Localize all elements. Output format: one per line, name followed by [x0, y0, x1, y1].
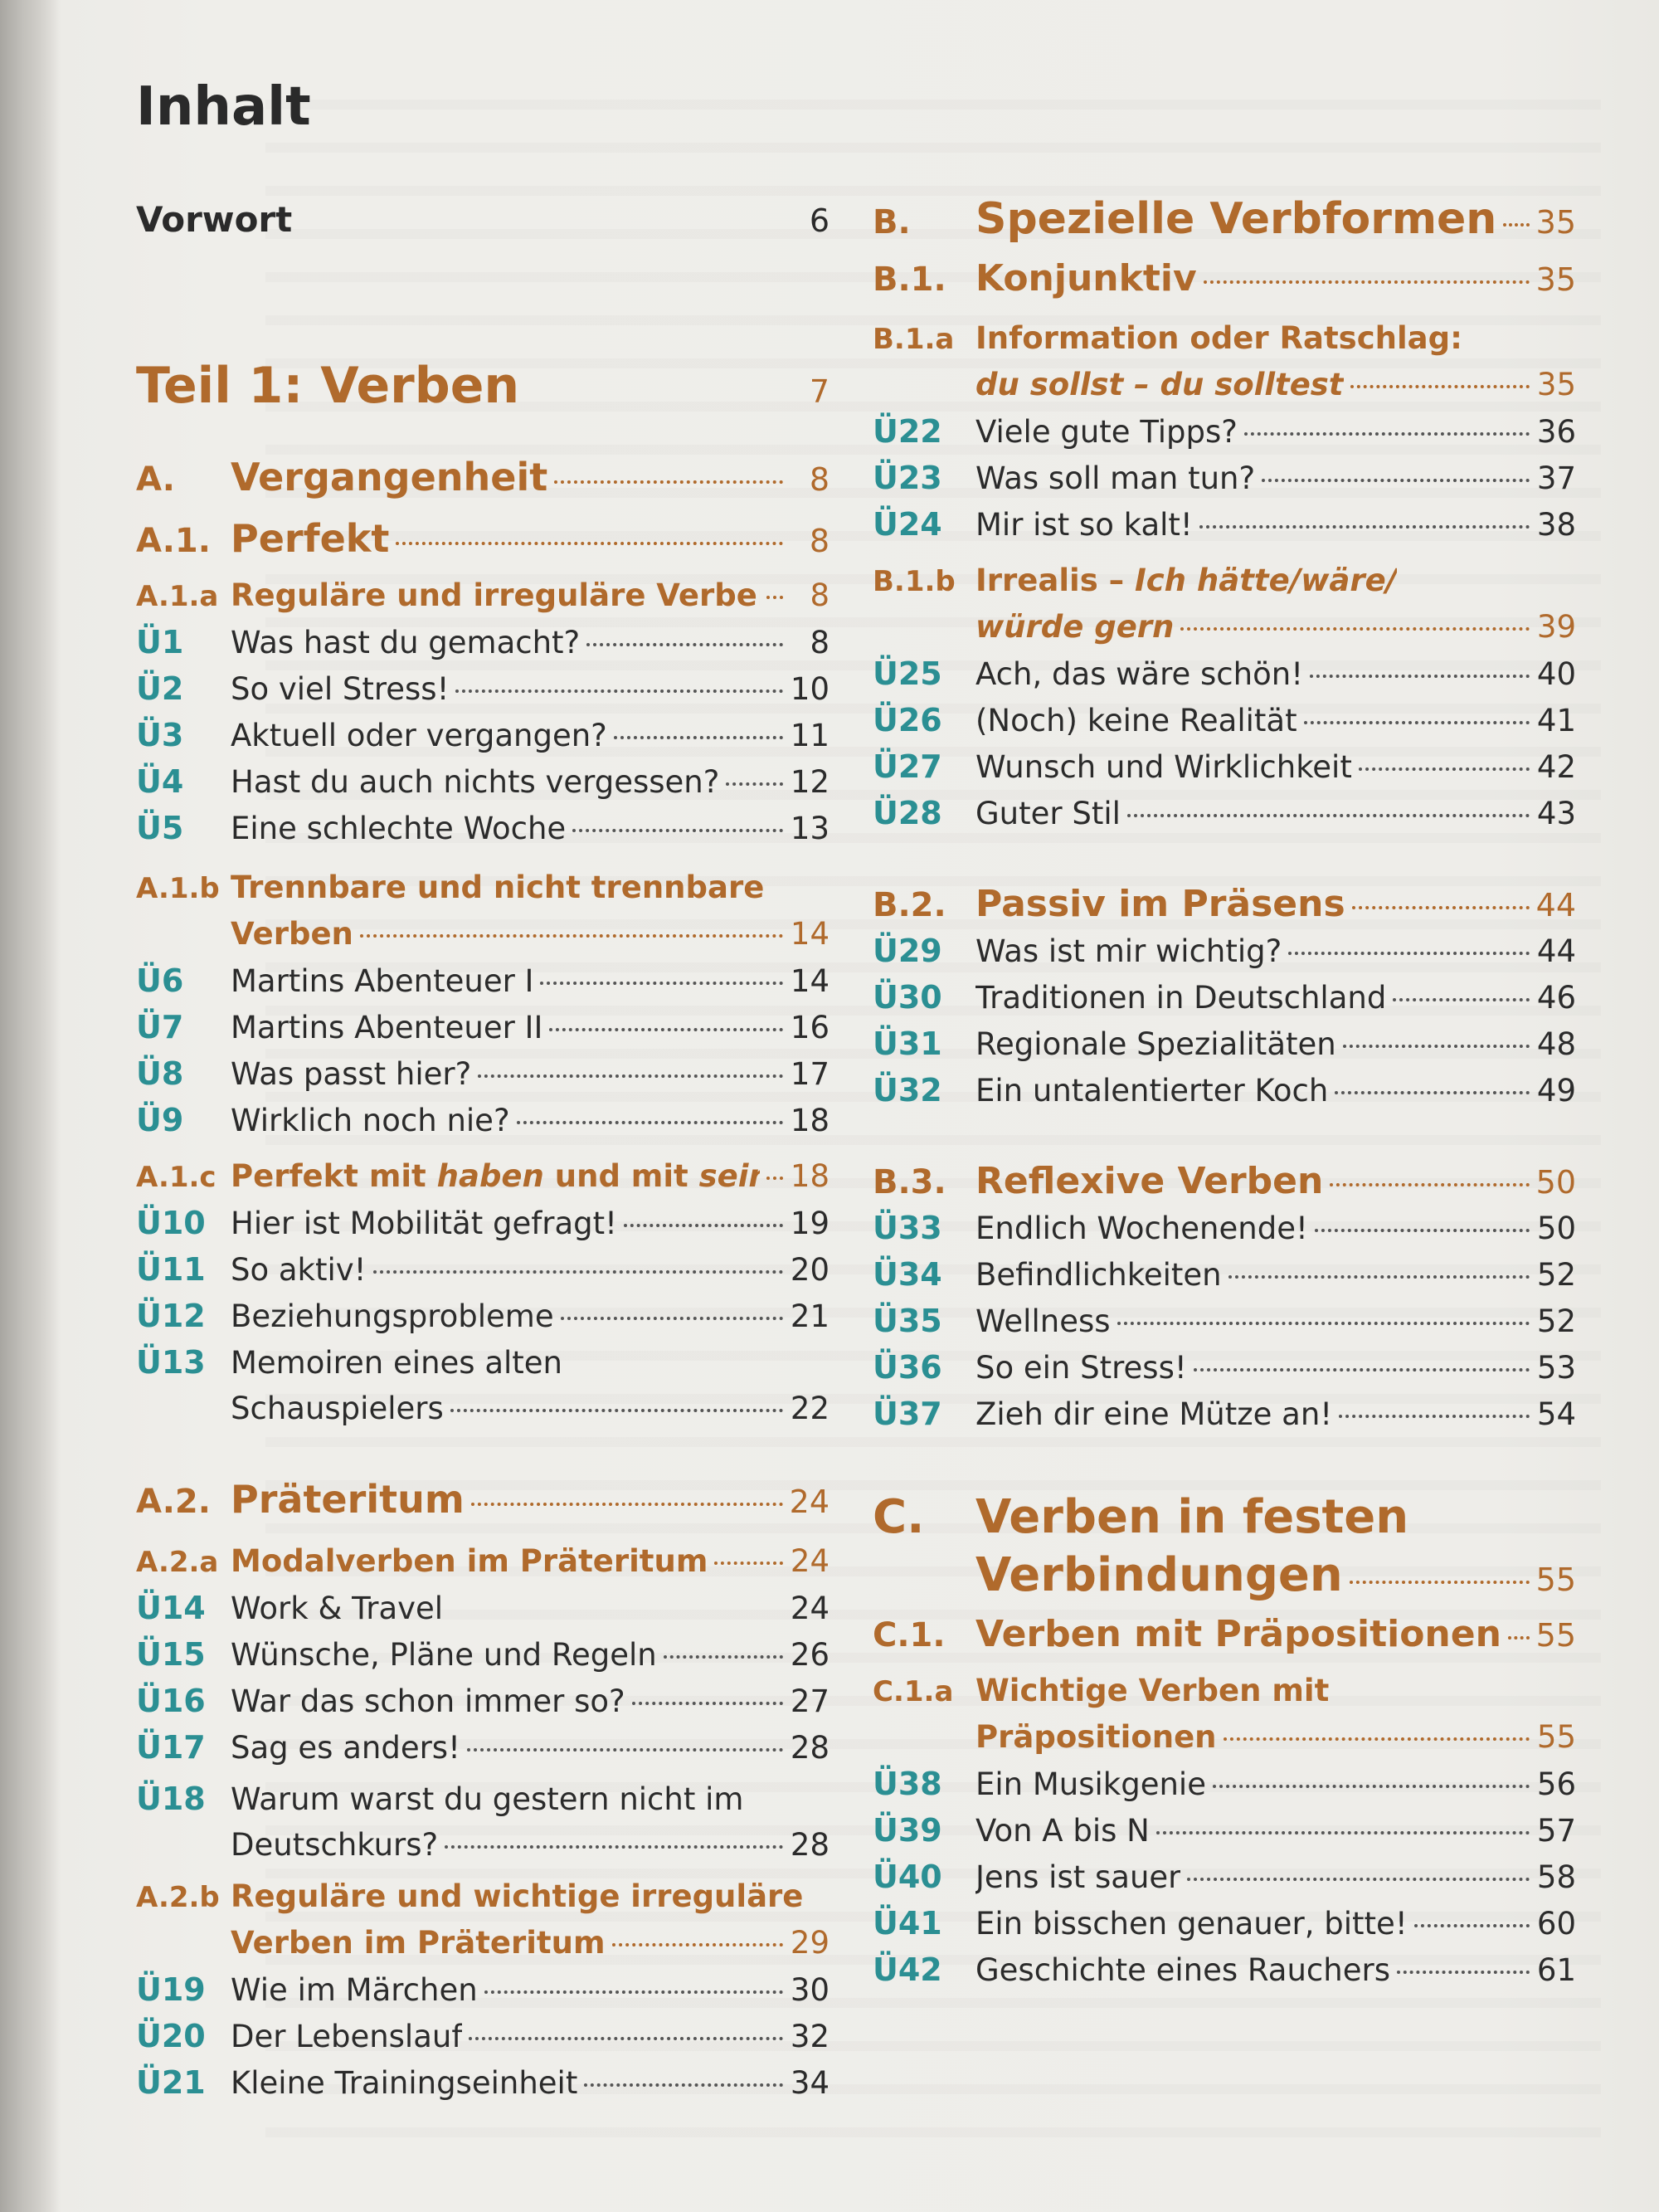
- toc-section-C: C. Verben in festen: [873, 1490, 1409, 1544]
- toc-subsection-A1a: A.1.a Reguläre und irreguläre Verben 8: [136, 577, 830, 613]
- toc-subsection-A2b: A.2.b Reguläre und wichtige irreguläre: [136, 1878, 804, 1914]
- toc-exercise-31: Ü31 Regionale Spezialitäten 48: [873, 1026, 1576, 1062]
- toc-exercise-21: Ü21 Kleine Trainingseinheit 34: [136, 2064, 830, 2101]
- toc-exercise-39: Ü39 Von A bis N 57: [873, 1812, 1576, 1849]
- toc-exercise-11: Ü11 So aktiv! 20: [136, 1251, 830, 1288]
- toc-subsection-B1a-cont: du sollst – du solltest 35: [975, 367, 1576, 402]
- toc-subsection-A1b-cont: Verben 14: [231, 916, 830, 952]
- toc-section-B1: B.1. Konjunktiv 35: [873, 257, 1576, 300]
- toc-exercise-29: Ü29 Was ist mir wichtig? 44: [873, 933, 1576, 969]
- toc-exercise-22: Ü22 Viele gute Tipps? 36: [873, 413, 1576, 450]
- toc-exercise-32: Ü32 Ein untalentierter Koch 49: [873, 1072, 1576, 1108]
- toc-exercise-33: Ü33 Endlich Wochenende! 50: [873, 1210, 1576, 1246]
- toc-exercise-7: Ü7 Martins Abenteuer II 16: [136, 1009, 830, 1045]
- show-through-texture: [265, 66, 1601, 2146]
- toc-exercise-42: Ü42 Geschichte eines Rauchers 61: [873, 1951, 1576, 1988]
- toc-subsection-B1b-cont: würde gern 39: [975, 609, 1576, 645]
- toc-exercise-34: Ü34 Befindlichkeiten 52: [873, 1256, 1576, 1293]
- toc-exercise-28: Ü28 Guter Stil 43: [873, 795, 1576, 831]
- book-spine-shadow: [0, 0, 60, 2212]
- toc-section-B: B. Spezielle Verbformen 35: [873, 194, 1576, 244]
- toc-exercise-26: Ü26 (Noch) keine Realität 41: [873, 702, 1576, 738]
- toc-entry-teil-1: Teil 1: Verben 7: [136, 357, 830, 415]
- toc-subsection-A1c: A.1.c Perfekt mit haben und mit sein 18: [136, 1158, 830, 1194]
- toc-exercise-41: Ü41 Ein bisschen genauer, bitte! 60: [873, 1905, 1576, 1942]
- toc-exercise-18-cont: Deutschkurs? 28: [231, 1827, 830, 1863]
- toc-exercise-27: Ü27 Wunsch und Wirklichkeit 42: [873, 748, 1576, 785]
- toc-section-C1: C.1. Verben mit Präpositionen 55: [873, 1613, 1576, 1655]
- toc-exercise-18: Ü18 Warum warst du gestern nicht im: [136, 1781, 744, 1817]
- toc-section-A1: A.1. Perfekt 8: [136, 516, 830, 561]
- toc-exercise-25: Ü25 Ach, das wäre schön! 40: [873, 655, 1576, 692]
- toc-exercise-36: Ü36 So ein Stress! 53: [873, 1349, 1576, 1386]
- toc-exercise-40: Ü40 Jens ist sauer 58: [873, 1859, 1576, 1895]
- toc-exercise-15: Ü15 Wünsche, Pläne und Regeln 26: [136, 1636, 830, 1673]
- toc-exercise-38: Ü38 Ein Musikgenie 56: [873, 1766, 1576, 1802]
- toc-exercise-3: Ü3 Aktuell oder vergangen? 11: [136, 717, 830, 753]
- toc-exercise-13: Ü13 Memoiren eines alten: [136, 1344, 562, 1381]
- toc-subsection-B1b: B.1.b Irrealis – Ich hätte/wäre/: [873, 563, 1398, 598]
- toc-exercise-35: Ü35 Wellness 52: [873, 1303, 1576, 1339]
- toc-exercise-20: Ü20 Der Lebenslauf 32: [136, 2018, 830, 2054]
- toc-subsection-C1a: C.1.a Wichtige Verben mit: [873, 1673, 1330, 1708]
- toc-exercise-5: Ü5 Eine schlechte Woche 13: [136, 810, 830, 846]
- toc-exercise-30: Ü30 Traditionen in Deutschland 46: [873, 979, 1576, 1016]
- toc-subsection-A2a: A.2.a Modalverben im Präteritum 24: [136, 1543, 830, 1579]
- toc-exercise-8: Ü8 Was passt hier? 17: [136, 1055, 830, 1092]
- toc-exercise-4: Ü4 Hast du auch nichts vergessen? 12: [136, 763, 830, 800]
- page-title: Inhalt: [136, 76, 311, 138]
- toc-section-A2: A.2. Präteritum 24: [136, 1477, 830, 1522]
- toc-subsection-B1a: B.1.a Information oder Ratschlag:: [873, 320, 1462, 356]
- toc-exercise-23: Ü23 Was soll man tun? 37: [873, 460, 1576, 496]
- toc-exercise-2: Ü2 So viel Stress! 10: [136, 670, 830, 707]
- toc-section-A: A. Vergangenheit 8: [136, 455, 830, 499]
- toc-exercise-9: Ü9 Wirklich noch nie? 18: [136, 1102, 830, 1138]
- toc-exercise-6: Ü6 Martins Abenteuer I 14: [136, 962, 830, 999]
- toc-exercise-37: Ü37 Zieh dir eine Mütze an! 54: [873, 1396, 1576, 1432]
- toc-exercise-10: Ü10 Hier ist Mobilität gefragt! 19: [136, 1205, 830, 1241]
- toc-exercise-19: Ü19 Wie im Märchen 30: [136, 1971, 830, 2008]
- toc-section-C-cont: Verbindungen 55: [975, 1548, 1576, 1602]
- toc-subsection-A2b-cont: Verben im Präteritum 29: [231, 1925, 830, 1961]
- toc-section-B2: B.2. Passiv im Präsens 44: [873, 883, 1576, 925]
- toc-entry-vorwort: Vorwort 6: [136, 199, 830, 240]
- toc-subsection-C1a-cont: Präpositionen 55: [975, 1719, 1576, 1755]
- toc-subsection-A1b: A.1.b Trennbare und nicht trennbare: [136, 870, 765, 905]
- toc-exercise-12: Ü12 Beziehungsprobleme 21: [136, 1298, 830, 1334]
- toc-exercise-17: Ü17 Sag es anders! 28: [136, 1729, 830, 1766]
- toc-section-B3: B.3. Reflexive Verben 50: [873, 1160, 1576, 1202]
- toc-exercise-13-cont: Schauspielers 22: [231, 1391, 830, 1426]
- toc-exercise-14: Ü14 Work & Travel 24: [136, 1590, 830, 1626]
- toc-exercise-16: Ü16 War das schon immer so? 27: [136, 1683, 830, 1719]
- toc-exercise-1: Ü1 Was hast du gemacht? 8: [136, 624, 830, 660]
- toc-exercise-24: Ü24 Mir ist so kalt! 38: [873, 506, 1576, 543]
